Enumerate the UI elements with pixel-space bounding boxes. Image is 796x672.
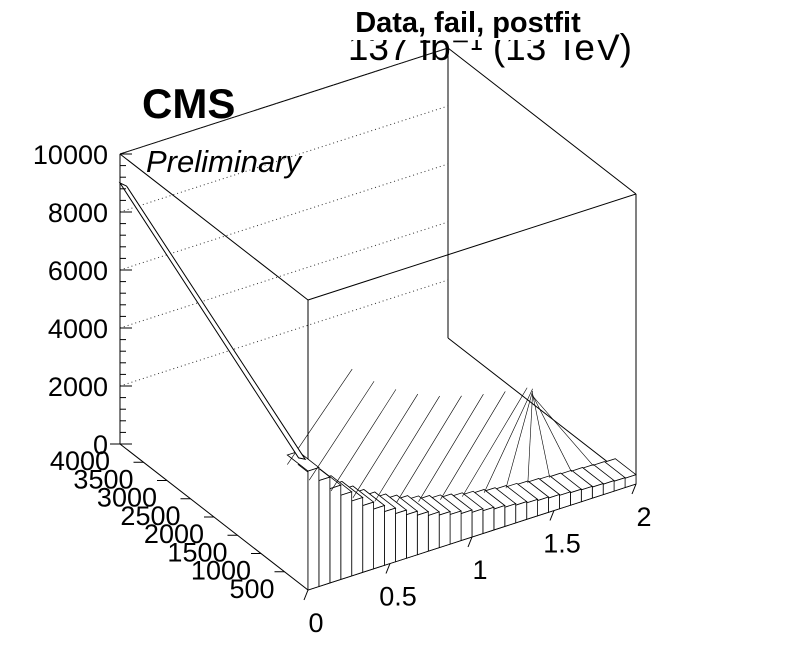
top-front-edge: [307, 193, 637, 301]
bar-edge: [330, 389, 397, 492]
grid-line: [119, 279, 449, 387]
x-tick-label: 0.5: [379, 582, 417, 612]
bar: [405, 510, 418, 559]
bar: [504, 503, 517, 527]
bar-edge: [396, 395, 462, 503]
bar-edge: [308, 381, 375, 481]
z-tick-label: 8000: [48, 198, 108, 228]
grid-line: [119, 163, 449, 271]
y-tick-label: 4000: [50, 446, 110, 476]
z-tick-label: 0: [93, 430, 108, 460]
bar: [460, 509, 473, 542]
bar: [384, 507, 396, 566]
y-tick-label: 2000: [144, 519, 204, 549]
x-tick: [467, 536, 473, 548]
bar-edge: [374, 395, 440, 502]
bar: [373, 504, 385, 570]
y-tick-label: 3000: [97, 483, 157, 513]
bar: [449, 510, 462, 545]
bar: [537, 496, 549, 517]
bar-edge: [532, 393, 551, 478]
title-box: [340, 0, 602, 40]
x-tick: [549, 510, 555, 521]
bar: [318, 476, 331, 588]
bar: [482, 506, 495, 535]
bar: [416, 511, 429, 556]
bar-edge: [461, 387, 528, 497]
bar: [493, 504, 506, 531]
bar: [329, 484, 342, 584]
bar: [427, 511, 440, 552]
bar-series: [118, 181, 637, 591]
y-tick-label: 1500: [167, 537, 227, 567]
grid-lines: [119, 47, 449, 387]
bar: [351, 496, 364, 577]
x-tick-label: 1.5: [543, 529, 581, 559]
bar-edge: [440, 391, 506, 500]
top-right-edge: [447, 47, 637, 195]
bar: [438, 511, 451, 549]
x-tick-label: 0: [308, 608, 323, 638]
bar: [395, 509, 407, 563]
x-axis-labels: 0 0.5 1 1.5 2: [303, 483, 652, 638]
z-tick-label: 10000: [33, 140, 108, 170]
bar: [340, 491, 353, 580]
bar-edge: [532, 394, 572, 473]
bar: [526, 498, 538, 520]
x-tick-label: 2: [636, 502, 651, 532]
bar: [307, 467, 320, 591]
bar-edge: [352, 393, 419, 498]
experiment-label: CMS: [142, 80, 235, 127]
bar: [548, 493, 560, 513]
bar-edge: [483, 388, 533, 493]
x-tick: [385, 563, 391, 574]
z-axis-labels: 0 2000 4000 6000 8000 10000: [33, 140, 108, 460]
grid-line: [119, 47, 449, 155]
bar-edge: [505, 390, 533, 489]
z-tick-label: 6000: [48, 256, 108, 286]
y-tick-label: 500: [229, 574, 274, 604]
x-tick-label: 1: [472, 555, 487, 585]
bar-edge: [532, 395, 594, 467]
z-tick-label: 2000: [48, 372, 108, 402]
y-tick-label: 1000: [191, 556, 251, 586]
bar: [471, 508, 484, 538]
y-tick-label: 3500: [73, 464, 133, 494]
bar: [362, 501, 375, 573]
bar-edge: [527, 392, 533, 484]
grid-line: [119, 105, 449, 213]
bar-edge: [418, 394, 484, 502]
status-label: Preliminary: [146, 144, 304, 179]
bar: [118, 181, 307, 461]
y-tick-label: 2500: [120, 501, 180, 531]
bottom-right-edge: [447, 337, 637, 485]
top-left-edge: [119, 153, 309, 301]
z-tick-label: 4000: [48, 314, 108, 344]
grid-line: [119, 221, 449, 329]
chart-title: Data, fail, postfit: [355, 7, 581, 39]
x-tick: [303, 589, 309, 601]
bar: [515, 501, 528, 524]
x-tick: [631, 483, 637, 495]
z-axis-ticks: [120, 153, 132, 445]
